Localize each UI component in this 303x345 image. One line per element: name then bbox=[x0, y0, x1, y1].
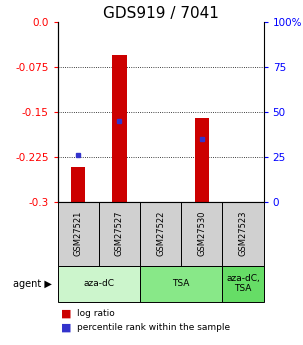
Text: GSM27527: GSM27527 bbox=[115, 211, 124, 256]
Bar bbox=[58, 266, 140, 302]
Text: GSM27523: GSM27523 bbox=[238, 211, 248, 256]
Text: ■: ■ bbox=[61, 323, 71, 333]
Bar bbox=[181, 202, 222, 266]
Text: log ratio: log ratio bbox=[77, 309, 115, 318]
Text: ■: ■ bbox=[61, 309, 71, 319]
Bar bbox=[71, 167, 85, 202]
Bar bbox=[112, 55, 127, 202]
Text: GSM27521: GSM27521 bbox=[74, 211, 83, 256]
Bar bbox=[222, 266, 264, 302]
Bar bbox=[222, 202, 264, 266]
Text: GSM27522: GSM27522 bbox=[156, 211, 165, 256]
Text: agent ▶: agent ▶ bbox=[13, 279, 52, 289]
Bar bbox=[140, 202, 181, 266]
Text: percentile rank within the sample: percentile rank within the sample bbox=[77, 323, 230, 332]
Title: GDS919 / 7041: GDS919 / 7041 bbox=[103, 6, 218, 21]
Text: aza-dC: aza-dC bbox=[83, 279, 114, 288]
Text: TSA: TSA bbox=[172, 279, 190, 288]
Bar bbox=[58, 202, 99, 266]
Bar bbox=[99, 202, 140, 266]
Text: GSM27530: GSM27530 bbox=[197, 211, 206, 256]
Bar bbox=[140, 266, 222, 302]
Text: aza-dC,
TSA: aza-dC, TSA bbox=[226, 274, 260, 294]
Bar bbox=[195, 118, 209, 202]
